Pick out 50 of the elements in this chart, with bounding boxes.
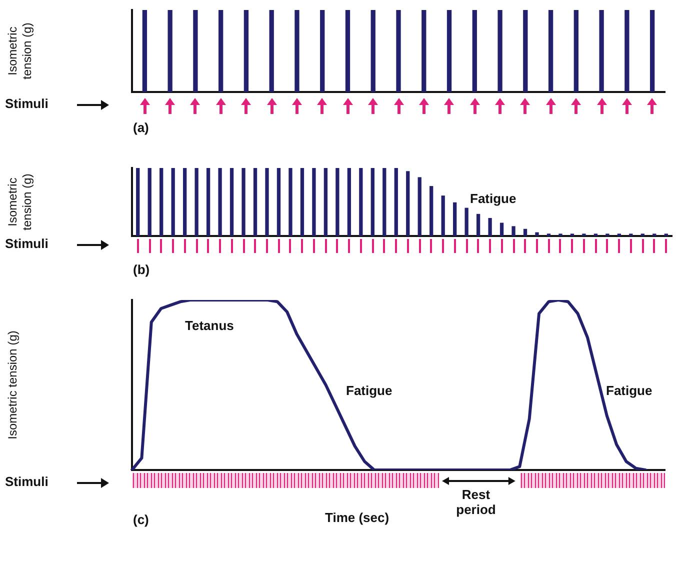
text: Stimuli: [5, 236, 48, 251]
bar: [148, 168, 152, 236]
bar: [441, 196, 445, 236]
bar: [242, 168, 246, 236]
bar: [535, 232, 539, 236]
y-axis-title: Isometric tension (g): [6, 22, 34, 80]
text: Stimuli: [5, 474, 48, 489]
bar: [194, 168, 198, 236]
bar: [136, 168, 140, 236]
bar: [464, 208, 468, 236]
bar: [394, 168, 398, 236]
bar: [171, 168, 175, 236]
bar: [500, 222, 504, 236]
annotation: Fatigue: [470, 191, 516, 206]
bar: [418, 177, 422, 236]
bar: [218, 168, 222, 236]
bar: [347, 168, 352, 236]
bar: [512, 226, 516, 236]
bar: [488, 218, 492, 236]
bar: [312, 168, 316, 236]
bar: [160, 168, 164, 236]
bar: [182, 168, 187, 236]
text: Rest period: [455, 487, 497, 517]
annotation: Fatigue: [346, 383, 392, 398]
bar: [382, 168, 386, 236]
bar: [370, 168, 374, 236]
bar: [359, 168, 363, 236]
bar: [253, 168, 258, 236]
bar: [476, 214, 480, 236]
text: (b): [133, 262, 150, 277]
bar: [206, 168, 210, 236]
bar: [230, 168, 234, 236]
bar: [523, 228, 528, 236]
bar: [452, 202, 457, 236]
bar: [300, 168, 304, 236]
bar: [324, 168, 328, 236]
bar: [430, 186, 434, 236]
bar: [336, 168, 340, 236]
text: (c): [133, 512, 149, 527]
annotation: Fatigue: [606, 383, 652, 398]
annotation: Tetanus: [185, 318, 234, 333]
text: (a): [133, 120, 149, 135]
bar: [276, 168, 281, 236]
text: Stimuli: [5, 96, 48, 111]
y-axis-title: Isometric tension (g): [6, 330, 20, 440]
bar: [288, 168, 292, 236]
x-axis-title: Time (sec): [325, 510, 390, 525]
bar: [406, 171, 410, 236]
bar: [265, 168, 269, 236]
y-axis-title: Isometric tension (g): [6, 174, 34, 230]
